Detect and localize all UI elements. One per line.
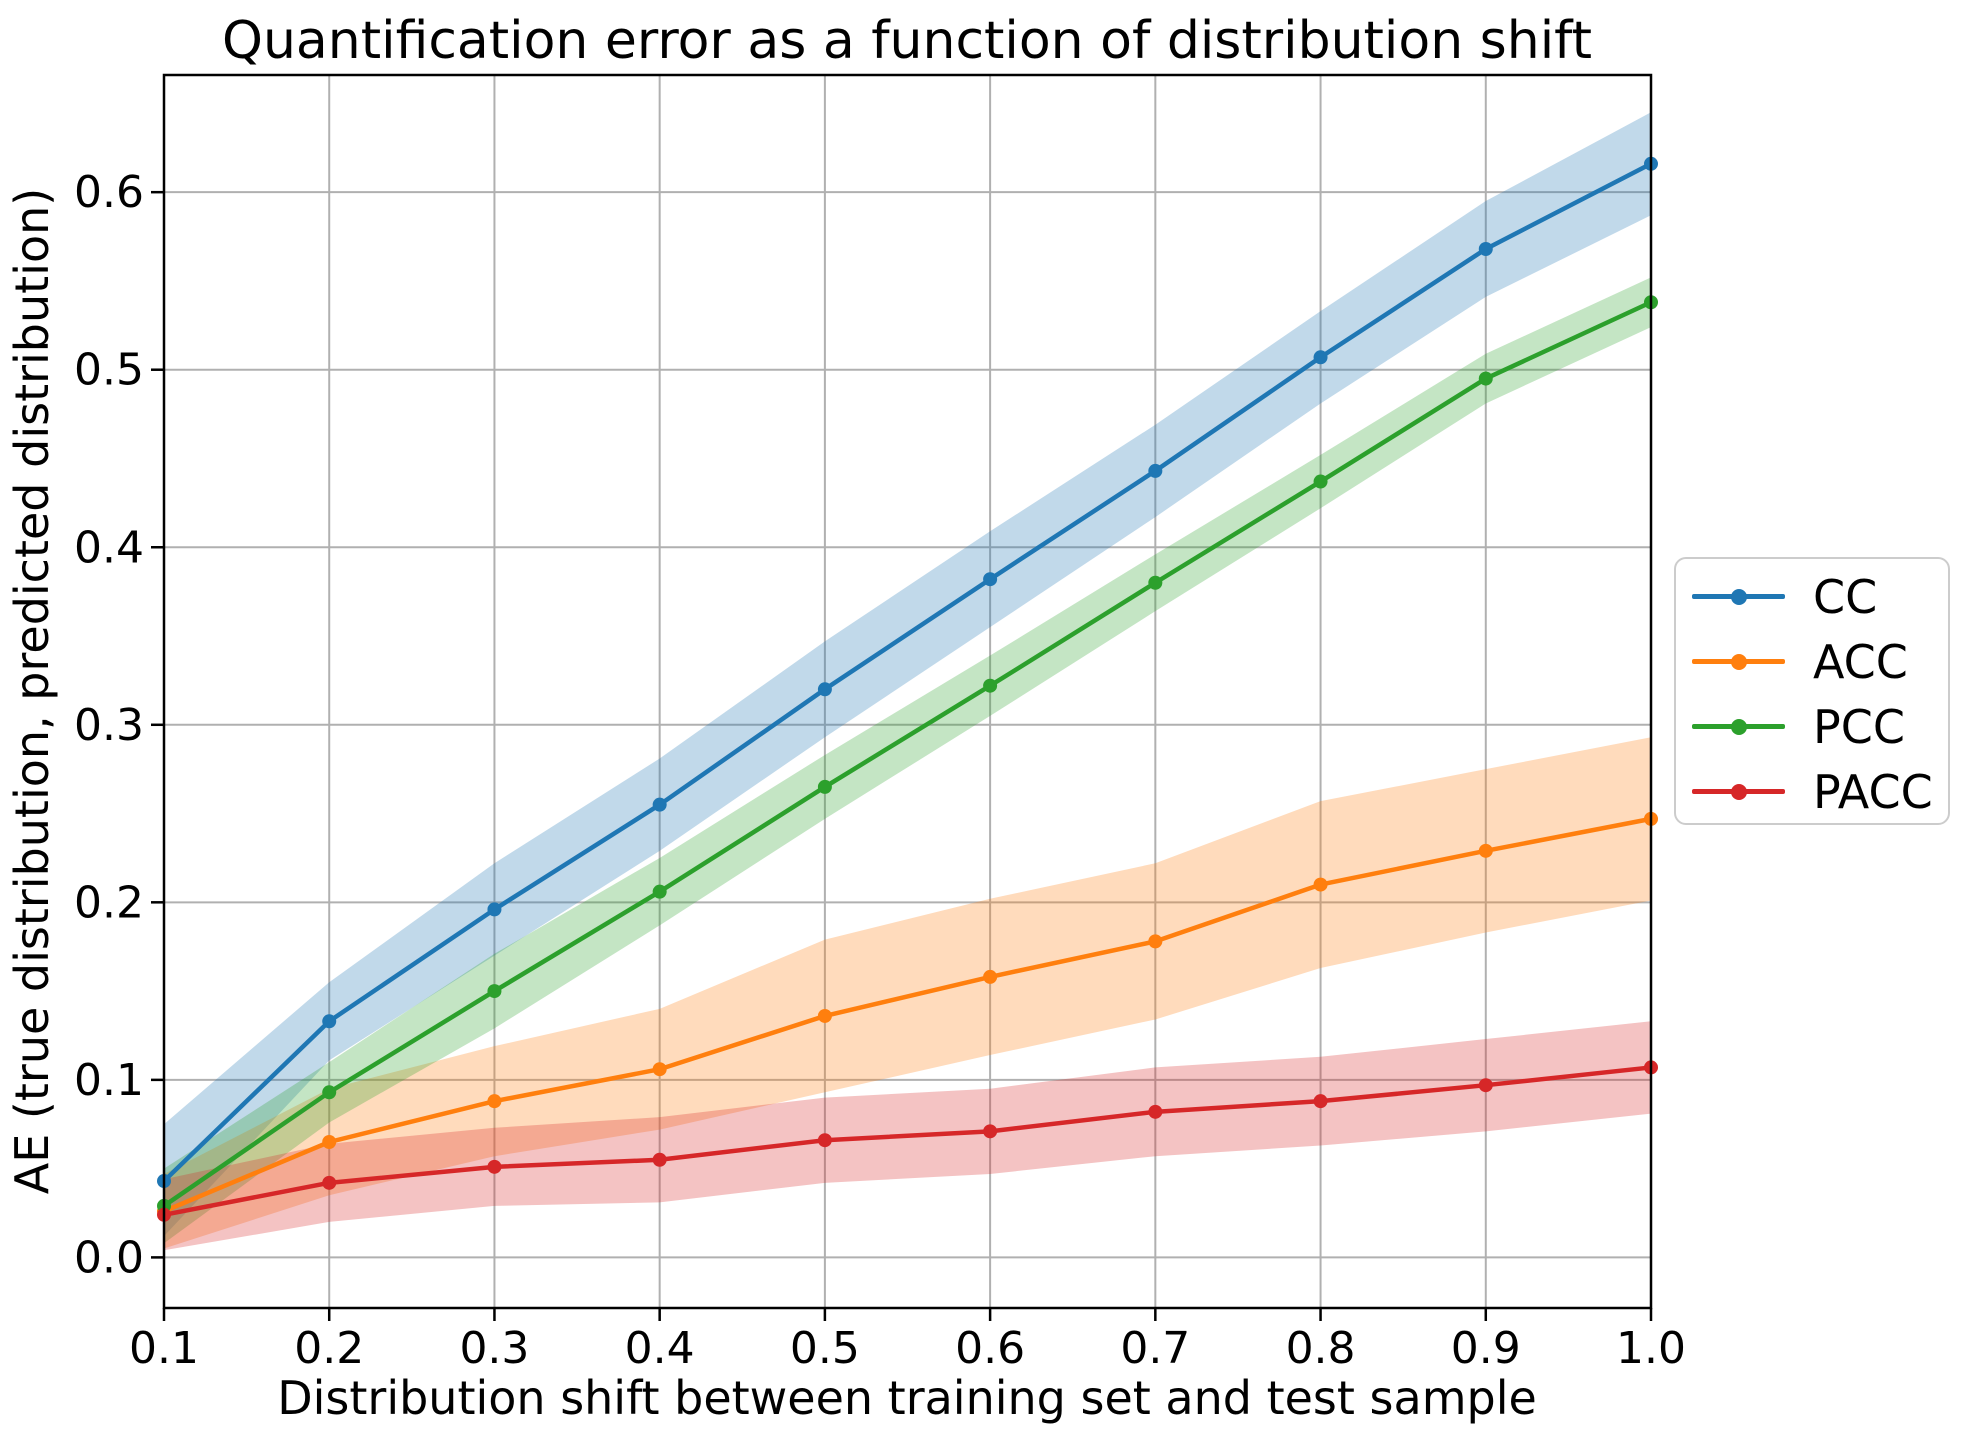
pcc-line (161, 299, 1654, 1209)
pcc-marker (652, 884, 667, 899)
pacc-marker (983, 1124, 998, 1139)
series-lines (157, 156, 1658, 1222)
pcc-marker (817, 779, 832, 794)
legend-label-pcc: PCC (1813, 699, 1905, 754)
pcc-marker (1313, 474, 1328, 489)
y-axis-label: AE (true distribution, predicted distrib… (5, 188, 59, 1194)
x-tick-label: 1.0 (1616, 1323, 1686, 1374)
y-tick-label: 0.4 (74, 522, 144, 573)
pacc-marker (487, 1159, 502, 1174)
pcc-line-swatch (1692, 715, 1785, 739)
pacc-marker (322, 1175, 337, 1190)
acc-marker (1478, 843, 1493, 858)
pcc-band (164, 277, 1651, 1244)
acc-marker (487, 1094, 502, 1109)
x-tick-label: 0.1 (129, 1323, 199, 1374)
x-tick-label: 0.4 (625, 1323, 695, 1374)
x-tick-label: 0.3 (459, 1323, 529, 1374)
legend-label-acc: ACC (1813, 634, 1908, 689)
pacc-marker (817, 1133, 832, 1148)
pcc-marker (322, 1085, 337, 1100)
acc-marker (1148, 934, 1163, 949)
pcc-marker (983, 678, 998, 693)
x-tick-label: 0.2 (294, 1323, 364, 1374)
acc-marker (817, 1008, 832, 1023)
axis-ticks: 0.1 0.2 0.3 0.4 0.5 0.6 0.7 0.8 0.9 1.0 0.0 0.1 0.2 0… (74, 167, 1686, 1374)
acc-line-swatch (1692, 650, 1785, 674)
y-tick-label: 0.3 (74, 700, 144, 751)
legend: CC ACC PCC PACC (1674, 557, 1950, 825)
cc-marker (817, 682, 832, 697)
cc-marker (652, 797, 667, 812)
acc-line (161, 816, 1654, 1214)
x-tick-label: 0.7 (1120, 1323, 1190, 1374)
cc-marker (983, 572, 998, 587)
cc-line (161, 161, 1654, 1184)
plot-frame (162, 73, 1653, 1310)
acc-marker (983, 969, 998, 984)
acc-marker (652, 1062, 667, 1077)
legend-row-pcc: PCC (1676, 694, 1948, 759)
cc-band (164, 112, 1651, 1237)
legend-row-pacc: PACC (1676, 759, 1948, 824)
cc-marker (322, 1014, 337, 1029)
y-tick-label: 0.5 (74, 345, 144, 396)
y-tick-label: 0.1 (74, 1055, 144, 1106)
x-tick-label: 0.6 (955, 1323, 1025, 1374)
acc-band (164, 737, 1651, 1249)
x-tick-label: 0.9 (1451, 1323, 1521, 1374)
cc-marker (1313, 350, 1328, 365)
legend-label-cc: CC (1813, 569, 1878, 624)
legend-row-acc: ACC (1676, 629, 1948, 694)
y-tick-label: 0.6 (74, 167, 144, 218)
cc-marker (1148, 463, 1163, 478)
chart-title: Quantification error as a function of di… (222, 11, 1592, 71)
pacc-line (161, 1065, 1654, 1218)
acc-marker (322, 1135, 337, 1150)
cc-marker (487, 902, 502, 917)
pacc-marker (1478, 1078, 1493, 1093)
y-tick-label: 0.0 (74, 1232, 144, 1283)
x-axis-label: Distribution shift between training set … (277, 1371, 1537, 1425)
legend-row-cc: CC (1676, 564, 1948, 629)
plot-content: 0.1 0.2 0.3 0.4 0.5 0.6 0.7 0.8 0.9 1.0 0.0 0.1 0.2 0… (74, 75, 1686, 1374)
pcc-marker (1148, 575, 1163, 590)
x-tick-label: 0.5 (790, 1323, 860, 1374)
cc-line-swatch (1692, 585, 1785, 609)
pcc-marker (487, 984, 502, 999)
legend-label-pacc: PACC (1813, 764, 1933, 819)
y-tick-label: 0.2 (74, 877, 144, 928)
cc-marker (1478, 241, 1493, 256)
pacc-marker (652, 1152, 667, 1167)
pacc-marker (1148, 1104, 1163, 1119)
pacc-line-swatch (1692, 780, 1785, 804)
acc-marker (1313, 877, 1328, 892)
pacc-marker (1313, 1094, 1328, 1109)
pcc-marker (1478, 371, 1493, 386)
x-tick-label: 0.8 (1286, 1323, 1356, 1374)
